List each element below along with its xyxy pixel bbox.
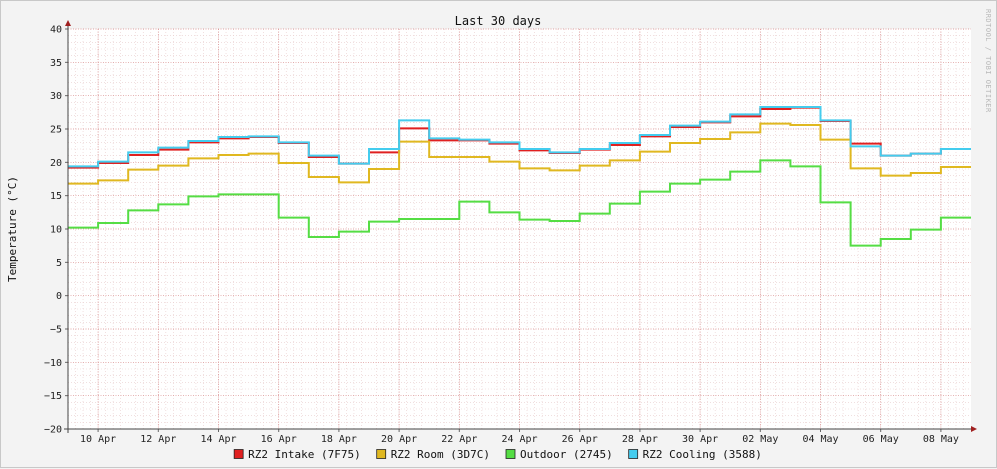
x-tick-label: 20 Apr — [381, 434, 417, 445]
x-tick-label: 30 Apr — [682, 434, 718, 445]
x-tick-label: 10 Apr — [80, 434, 116, 445]
x-tick-label: 16 Apr — [261, 434, 297, 445]
y-tick-label: −20 — [44, 425, 62, 436]
y-tick-label: 15 — [50, 191, 62, 202]
x-tick-label: 12 Apr — [140, 434, 176, 445]
legend: RZ2 Intake (7F75) RZ2 Room (3D7C) Outdoor … — [233, 448, 762, 461]
legend-swatch-1 — [233, 449, 244, 459]
axes — [64, 20, 977, 433]
x-tick-label: 18 Apr — [321, 434, 357, 445]
y-axis-label: Temperature (°C) — [6, 176, 19, 282]
legend-label-4: RZ2 Cooling (3588) — [643, 448, 762, 461]
series-line-4 — [68, 106, 971, 168]
y-tick-labels: −20 −15 −10 −5 0 5 10 15 20 25 30 35 40 — [44, 25, 62, 436]
y-axis-arrow — [65, 20, 71, 26]
y-tick-label: −10 — [44, 358, 62, 369]
y-tick-label: 5 — [56, 258, 62, 269]
x-tick-label: 24 Apr — [501, 434, 537, 445]
legend-swatch-4 — [628, 449, 639, 459]
legend-label-3: Outdoor (2745) — [520, 448, 613, 461]
x-tick-label: 26 Apr — [562, 434, 598, 445]
x-tick-label: 28 Apr — [622, 434, 658, 445]
y-tick-label: 30 — [50, 91, 62, 102]
y-tick-label: 25 — [50, 125, 62, 136]
x-tick-label: 22 Apr — [441, 434, 477, 445]
series-layer — [68, 106, 971, 247]
legend-swatch-3 — [505, 449, 516, 459]
x-tick-labels: 10 Apr 12 Apr 14 Apr 16 Apr 18 Apr 20 Apr 22 A… — [80, 434, 959, 445]
x-tick-label: 06 May — [863, 434, 899, 445]
series-line-3 — [68, 159, 971, 247]
y-tick-label: 35 — [50, 58, 62, 69]
x-tick-label: 14 Apr — [200, 434, 236, 445]
legend-swatch-2 — [376, 449, 387, 459]
legend-label-2: RZ2 Room (3D7C) — [391, 448, 490, 461]
chart-title: Last 30 days — [455, 14, 542, 28]
y-tick-label: −15 — [44, 391, 62, 402]
series-line-2 — [68, 122, 971, 185]
y-tick-label: 20 — [50, 158, 62, 169]
x-tick-label: 04 May — [802, 434, 838, 445]
y-tick-label: −5 — [50, 325, 62, 336]
x-axis-arrow — [971, 426, 977, 432]
legend-label-1: RZ2 Intake (7F75) — [248, 448, 361, 461]
x-tick-label: 08 May — [923, 434, 959, 445]
y-tick-label: 10 — [50, 225, 62, 236]
x-tick-label: 02 May — [742, 434, 778, 445]
watermark: RRDTOOL / TOBI OETIKER — [984, 9, 992, 113]
y-tick-label: 0 — [56, 291, 62, 302]
y-tick-label: 40 — [50, 25, 62, 36]
